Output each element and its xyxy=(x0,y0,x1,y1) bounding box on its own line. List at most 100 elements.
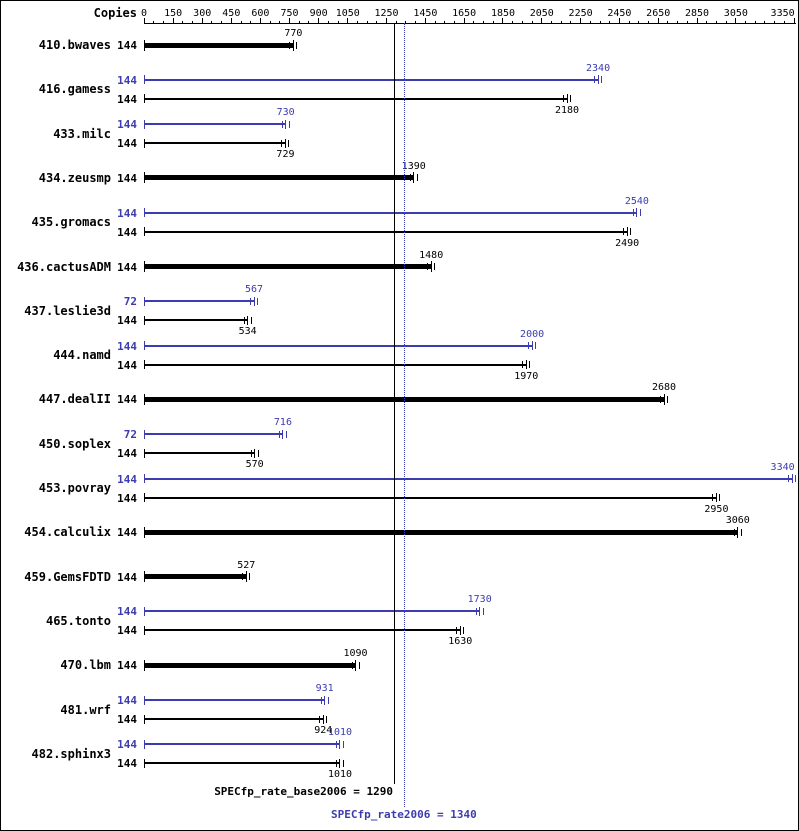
axis-minor-tick xyxy=(725,21,727,23)
copies-value: 144 xyxy=(117,206,137,220)
bar-end-cap xyxy=(525,360,527,370)
axis-tick-label: 2850 xyxy=(684,8,710,19)
result-bar-base xyxy=(144,718,324,720)
bar-end-cap xyxy=(715,493,717,502)
axis-minor-tick xyxy=(211,21,213,23)
axis-tick-label: 0 xyxy=(140,8,148,19)
axis-tick xyxy=(735,18,737,23)
axis-minor-tick xyxy=(221,21,223,23)
copies-value: 144 xyxy=(117,757,137,771)
axis-minor-tick xyxy=(453,21,455,23)
benchmark-name: 433.milc xyxy=(53,126,111,141)
axis-minor-tick xyxy=(638,21,640,23)
bar-end-cap xyxy=(143,39,145,51)
bar-end-cap xyxy=(245,571,247,583)
axis-tick xyxy=(318,18,320,23)
axis-tick-label: 1650 xyxy=(452,8,477,19)
result-value: 1010 xyxy=(327,727,353,739)
bar-end-cap xyxy=(143,75,145,85)
copies-value: 144 xyxy=(117,694,137,707)
run-mark xyxy=(281,139,283,147)
run-mark xyxy=(250,449,252,457)
bar-end-cap xyxy=(355,659,356,671)
axis-tick xyxy=(657,18,659,23)
axis-minor-tick xyxy=(162,21,164,23)
bar-end-cap xyxy=(413,172,415,184)
bar-end-cap xyxy=(292,39,294,51)
bar-end-cap xyxy=(247,315,249,325)
axis-tick xyxy=(347,18,349,23)
bar-end-cap xyxy=(339,758,341,768)
axis-tick-label: 1050 xyxy=(335,8,360,19)
bar-end-cap xyxy=(143,474,145,483)
copies-value: 144 xyxy=(117,118,137,132)
copies-value: 72 xyxy=(123,295,137,309)
bar-end-cap xyxy=(143,659,145,671)
copies-column-header: Copies xyxy=(93,6,137,20)
bar-end-cap xyxy=(143,315,145,325)
axis-tick xyxy=(696,18,698,23)
result-bar-base xyxy=(144,175,414,181)
axis-minor-tick xyxy=(764,21,766,23)
axis-minor-tick xyxy=(405,21,407,23)
axis-tick xyxy=(386,18,388,23)
run-mark xyxy=(250,316,252,324)
result-value: 2340 xyxy=(586,62,611,74)
benchmark-name: 482.sphinx3 xyxy=(31,746,111,761)
run-mark xyxy=(342,759,344,767)
result-value: 770 xyxy=(284,28,303,39)
run-mark xyxy=(594,76,596,84)
axis-minor-tick xyxy=(628,21,630,23)
benchmark-name: 450.soplex xyxy=(38,436,111,451)
copies-value: 144 xyxy=(117,92,137,106)
axis-tick xyxy=(289,18,291,23)
result-value: 1090 xyxy=(343,648,368,660)
copies-value: 144 xyxy=(117,358,137,372)
result-bar-base xyxy=(144,629,461,632)
result-value: 3060 xyxy=(725,515,750,527)
bar-end-cap xyxy=(339,739,341,749)
run-mark xyxy=(416,174,418,182)
run-mark xyxy=(326,715,328,723)
axis-minor-tick xyxy=(560,21,562,23)
axis-minor-tick xyxy=(356,21,358,23)
axis-tick xyxy=(259,18,261,23)
result-bar-base xyxy=(144,230,628,233)
benchmark-name: 434.zeusmp xyxy=(38,170,111,185)
value-axis-line xyxy=(144,23,796,24)
axis-tick xyxy=(424,18,426,23)
axis-minor-tick xyxy=(473,21,475,23)
copies-value: 144 xyxy=(117,472,137,486)
result-bar-peak xyxy=(144,743,340,746)
run-mark xyxy=(434,263,436,270)
axis-tick xyxy=(502,18,504,23)
run-mark xyxy=(285,430,287,438)
bar-end-cap xyxy=(143,296,145,306)
axis-minor-tick xyxy=(677,21,679,23)
axis-minor-tick xyxy=(706,21,708,23)
run-mark xyxy=(288,120,290,128)
run-mark xyxy=(733,528,735,536)
result-value: 570 xyxy=(245,459,264,471)
result-value: 534 xyxy=(238,326,257,338)
run-mark xyxy=(243,316,245,324)
run-mark xyxy=(409,174,411,182)
bar-end-cap xyxy=(143,360,145,370)
axis-minor-tick xyxy=(667,21,669,23)
benchmark-name: 435.gromacs xyxy=(31,215,111,230)
benchmark-name: 453.povray xyxy=(38,481,111,495)
bar-end-cap xyxy=(566,94,568,104)
bar-end-cap xyxy=(143,571,145,583)
axis-minor-tick xyxy=(308,21,310,23)
bar-end-cap xyxy=(143,393,145,405)
axis-minor-tick xyxy=(551,21,552,23)
axis-minor-tick xyxy=(376,21,378,23)
base-mean-line xyxy=(393,23,395,784)
run-mark xyxy=(535,342,537,350)
run-mark xyxy=(639,209,641,217)
axis-minor-tick xyxy=(648,21,650,23)
benchmark-name: 470.lbm xyxy=(60,658,111,673)
axis-tick xyxy=(580,18,582,23)
run-mark xyxy=(289,41,291,49)
